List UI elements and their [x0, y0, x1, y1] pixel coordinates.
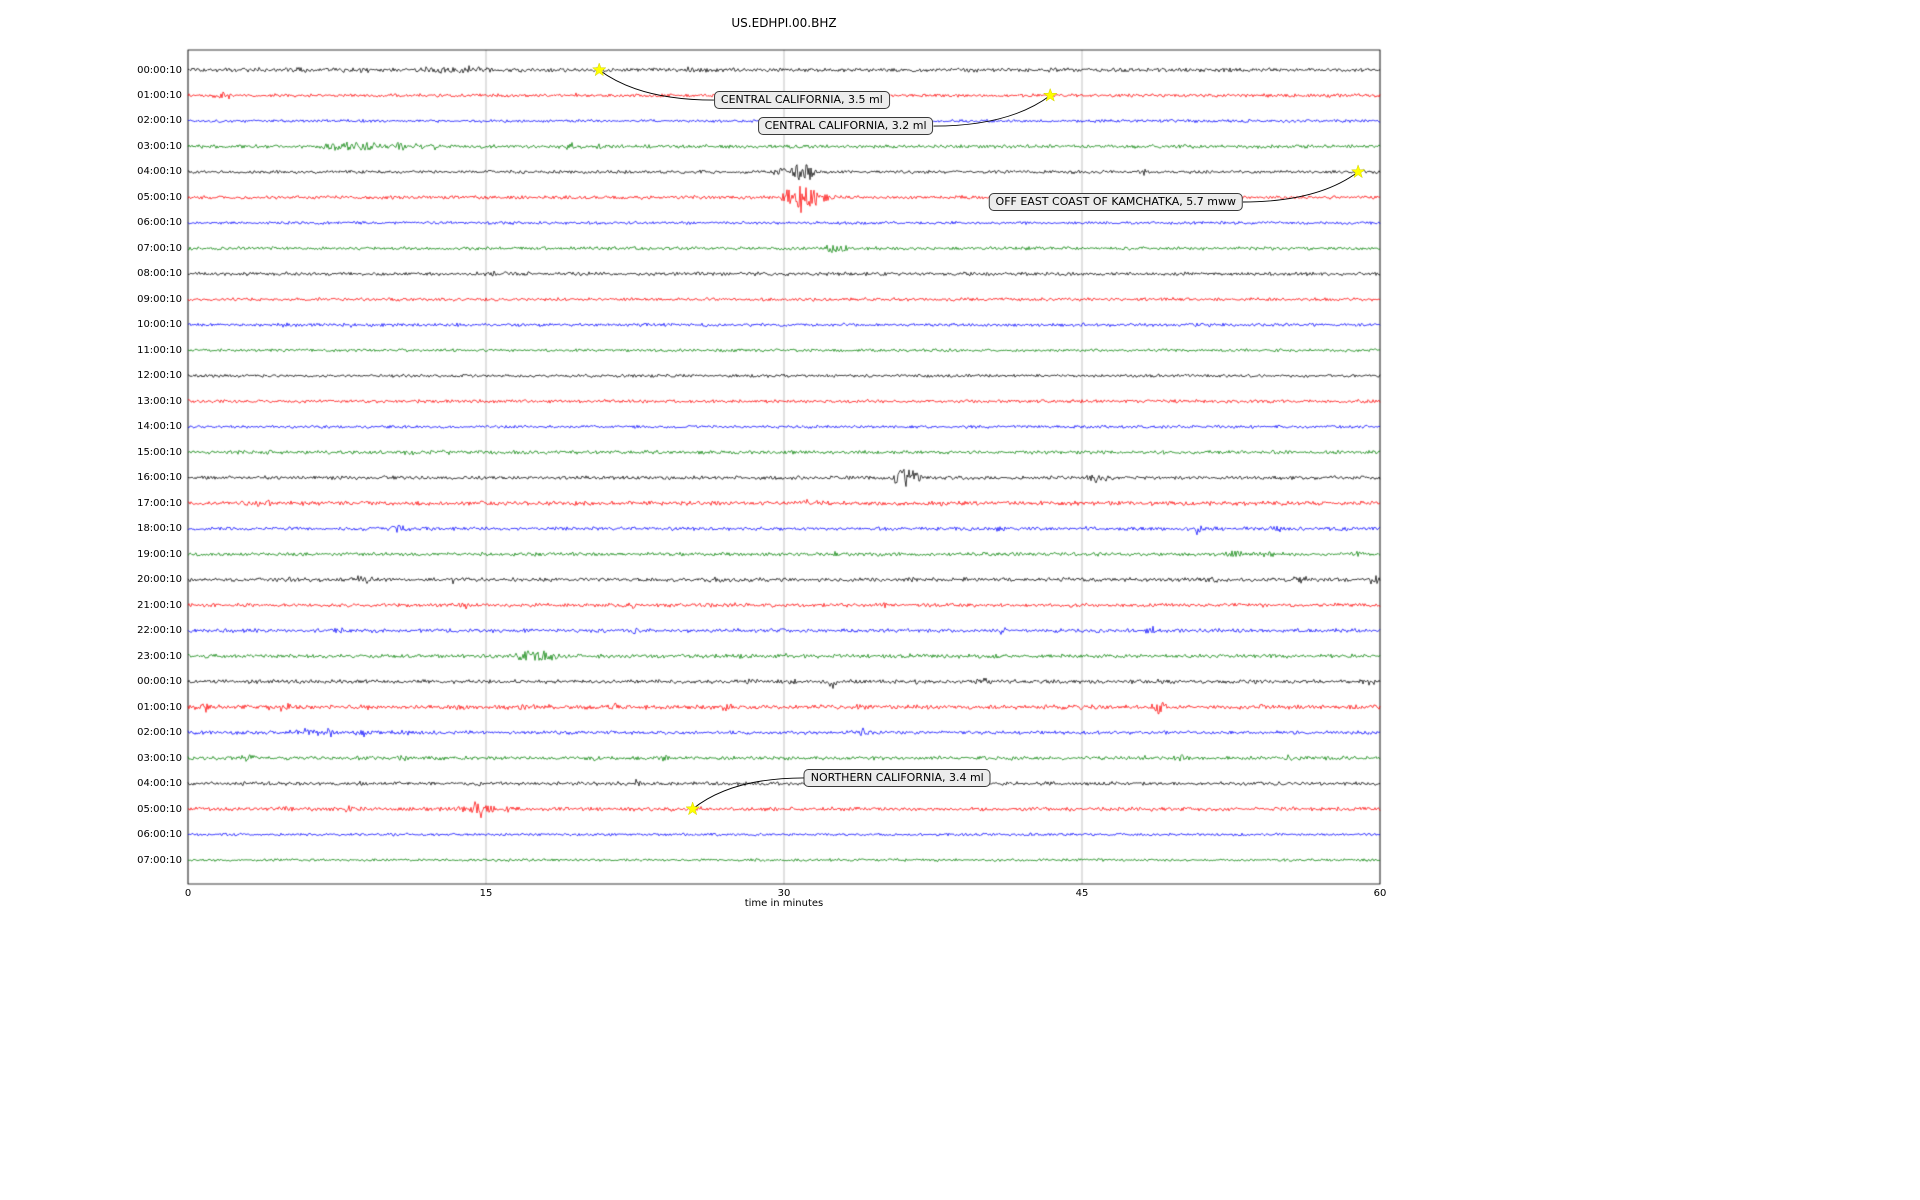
x-tick-label: 60 — [1373, 888, 1387, 899]
row-time-label: 10:00:10 — [137, 319, 182, 331]
event-label: NORTHERN CALIFORNIA, 3.4 ml — [803, 768, 991, 787]
row-time-label: 00:00:10 — [137, 64, 182, 76]
x-tick-label: 15 — [479, 888, 493, 899]
row-time-label: 21:00:10 — [137, 599, 182, 611]
event-label: CENTRAL CALIFORNIA, 3.2 ml — [757, 117, 934, 136]
row-time-label: 01:00:10 — [137, 701, 182, 713]
plot-title: US.EDHPI.00.BHZ — [731, 16, 837, 30]
row-time-label: 15:00:10 — [137, 446, 182, 458]
row-time-label: 05:00:10 — [137, 191, 182, 203]
row-time-label: 23:00:10 — [137, 650, 182, 662]
row-time-label: 00:00:10 — [137, 676, 182, 688]
event-label: CENTRAL CALIFORNIA, 3.5 ml — [713, 91, 890, 110]
row-time-label: 01:00:10 — [137, 89, 182, 101]
row-time-label: 04:00:10 — [137, 778, 182, 790]
row-time-label: 03:00:10 — [137, 140, 182, 152]
row-time-label: 18:00:10 — [137, 523, 182, 535]
row-time-label: 06:00:10 — [137, 829, 182, 841]
row-time-label: 04:00:10 — [137, 166, 182, 178]
row-time-label: 02:00:10 — [137, 727, 182, 739]
x-axis-label: time in minutes — [744, 898, 824, 909]
x-tick-label: 45 — [1075, 888, 1089, 899]
x-tick-label: 30 — [777, 888, 791, 899]
row-time-label: 07:00:10 — [137, 242, 182, 254]
row-time-label: 14:00:10 — [137, 421, 182, 433]
row-time-label: 07:00:10 — [137, 854, 182, 866]
row-time-label: 20:00:10 — [137, 574, 182, 586]
row-time-label: 13:00:10 — [137, 395, 182, 407]
row-time-label: 12:00:10 — [137, 370, 182, 382]
row-time-label: 16:00:10 — [137, 472, 182, 484]
row-time-label: 05:00:10 — [137, 803, 182, 815]
row-time-label: 22:00:10 — [137, 625, 182, 637]
row-time-label: 08:00:10 — [137, 268, 182, 280]
row-time-label: 11:00:10 — [137, 344, 182, 356]
row-time-label: 09:00:10 — [137, 293, 182, 305]
row-time-label: 02:00:10 — [137, 115, 182, 127]
row-time-label: 17:00:10 — [137, 497, 182, 509]
row-time-label: 19:00:10 — [137, 548, 182, 560]
row-time-label: 03:00:10 — [137, 752, 182, 764]
x-tick-label: 0 — [184, 888, 192, 899]
row-time-label: 06:00:10 — [137, 217, 182, 229]
event-label: OFF EAST COAST OF KAMCHATKA, 5.7 mww — [988, 193, 1243, 211]
